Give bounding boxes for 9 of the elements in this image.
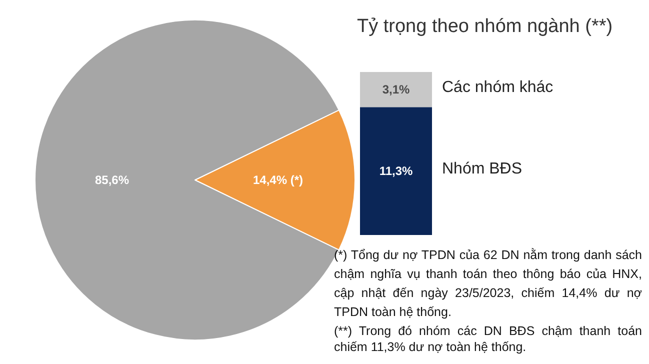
data-label: 85,6% bbox=[94, 173, 130, 187]
text: Tỷ trọng theo nhóm ngành (**) bbox=[357, 16, 613, 37]
text: (**) Trong đó nhóm các DN BĐS chậm thanh toán chiếm 11,3% dư nợ toàn hệ thống. bbox=[334, 323, 642, 355]
data-label: 14,4% (*) bbox=[252, 173, 304, 187]
series-label: Các nhóm khác bbox=[442, 79, 554, 96]
text: (*) Tổng dư nợ TPDN của 62 DN nằm trong danh sách chậm nghĩa vụ thanh toán theo thông báo của HNX, cập nhật đến ngày 23/5/2023, chiếm 14,4% dư nợ TPDN toàn hệ thống. bbox=[334, 247, 642, 321]
series-label: Nhóm BĐS bbox=[442, 160, 522, 178]
data-label: 3,1% bbox=[382, 82, 410, 97]
data-label: 11,3% bbox=[379, 164, 414, 178]
